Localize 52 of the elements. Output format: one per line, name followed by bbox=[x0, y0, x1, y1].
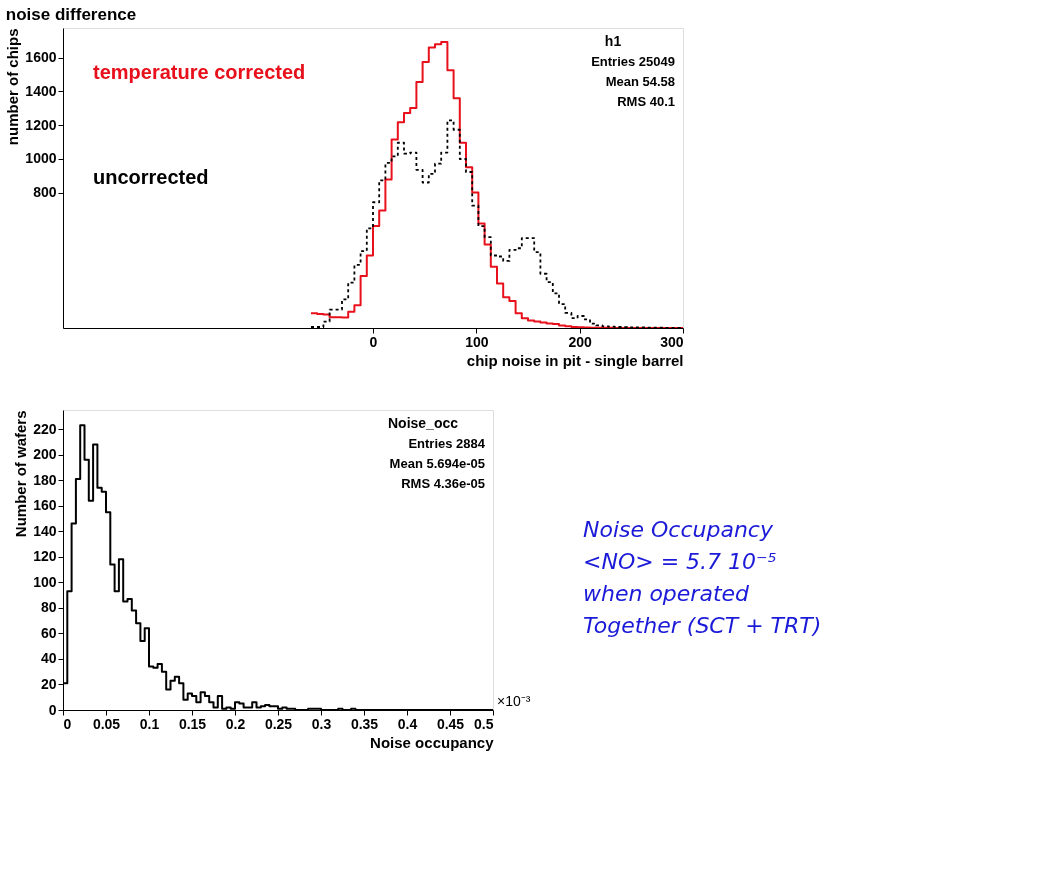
text: when operated bbox=[583, 581, 751, 606]
annotation: Mean 5.694e-05 bbox=[389, 456, 485, 471]
x-tick-label: 200 bbox=[568, 333, 593, 350]
y-tick-label: 140 bbox=[33, 522, 57, 539]
annotation: RMS 40.1 bbox=[617, 94, 675, 109]
annotation: h1 bbox=[604, 33, 622, 49]
x-tick-label: 0.45 bbox=[436, 715, 465, 732]
y-tick-label: 40 bbox=[40, 650, 57, 667]
y-tick-label: 60 bbox=[40, 624, 57, 641]
x-tick-label: 0.05 bbox=[92, 715, 121, 732]
text: temperature corrected bbox=[93, 61, 306, 83]
text: Noise Occupancy bbox=[583, 517, 774, 542]
x-tick-label: 0 bbox=[369, 333, 378, 350]
y-tick-label: 1200 bbox=[25, 116, 57, 133]
x-tick-label: 0 bbox=[63, 715, 72, 732]
x-tick-label: 0.15 bbox=[178, 715, 207, 732]
y-tick-label: 100 bbox=[33, 573, 57, 590]
chart-title: noise difference bbox=[5, 5, 137, 24]
x-tick-label: 0.2 bbox=[225, 715, 246, 732]
y-tick-label: 0 bbox=[48, 701, 57, 718]
annotation: Entries 2884 bbox=[408, 436, 486, 451]
y-tick-label: 160 bbox=[33, 497, 57, 514]
annotation: Mean 54.58 bbox=[605, 74, 675, 89]
y-axis-title: Number of wafers bbox=[12, 410, 30, 538]
y-tick-label: 80 bbox=[40, 599, 57, 616]
x-tick-label: 0.3 bbox=[311, 715, 332, 732]
y-tick-label: 20 bbox=[40, 675, 57, 692]
x-tick-label: 100 bbox=[465, 333, 489, 350]
text: Together (SCT + TRT) bbox=[583, 613, 822, 638]
text: <NO> = 5.7 10⁻⁵ bbox=[583, 549, 777, 574]
annotation: Entries 25049 bbox=[591, 54, 675, 69]
y-tick-label: 1400 bbox=[25, 82, 57, 99]
y-tick-label: 1000 bbox=[25, 150, 57, 167]
text: ×10⁻³ bbox=[497, 693, 531, 709]
annotation: Noise_occ bbox=[387, 415, 459, 431]
x-tick-label: 0.4 bbox=[397, 715, 418, 732]
x-axis-title: chip noise in pit - single barrel bbox=[466, 351, 684, 369]
text: uncorrected bbox=[93, 166, 209, 188]
y-tick-label: 1600 bbox=[25, 49, 57, 66]
y-tick-label: 220 bbox=[33, 420, 57, 437]
x-axis-title: Noise occupancy bbox=[370, 733, 495, 751]
x-tick-label: 300 bbox=[660, 333, 684, 350]
x-tick-label: 0.5 bbox=[474, 715, 494, 732]
y-tick-label: 800 bbox=[33, 184, 57, 201]
x-tick-label: 0.1 bbox=[139, 715, 160, 732]
annotation: RMS 4.36e-05 bbox=[401, 476, 485, 491]
y-tick-label: 120 bbox=[33, 548, 57, 565]
y-tick-label: 180 bbox=[33, 471, 57, 488]
y-tick-label: 200 bbox=[33, 446, 57, 463]
x-tick-label: 0.35 bbox=[350, 715, 379, 732]
x-tick-label: 0.25 bbox=[264, 715, 293, 732]
y-axis-title: number of chips bbox=[4, 28, 22, 146]
